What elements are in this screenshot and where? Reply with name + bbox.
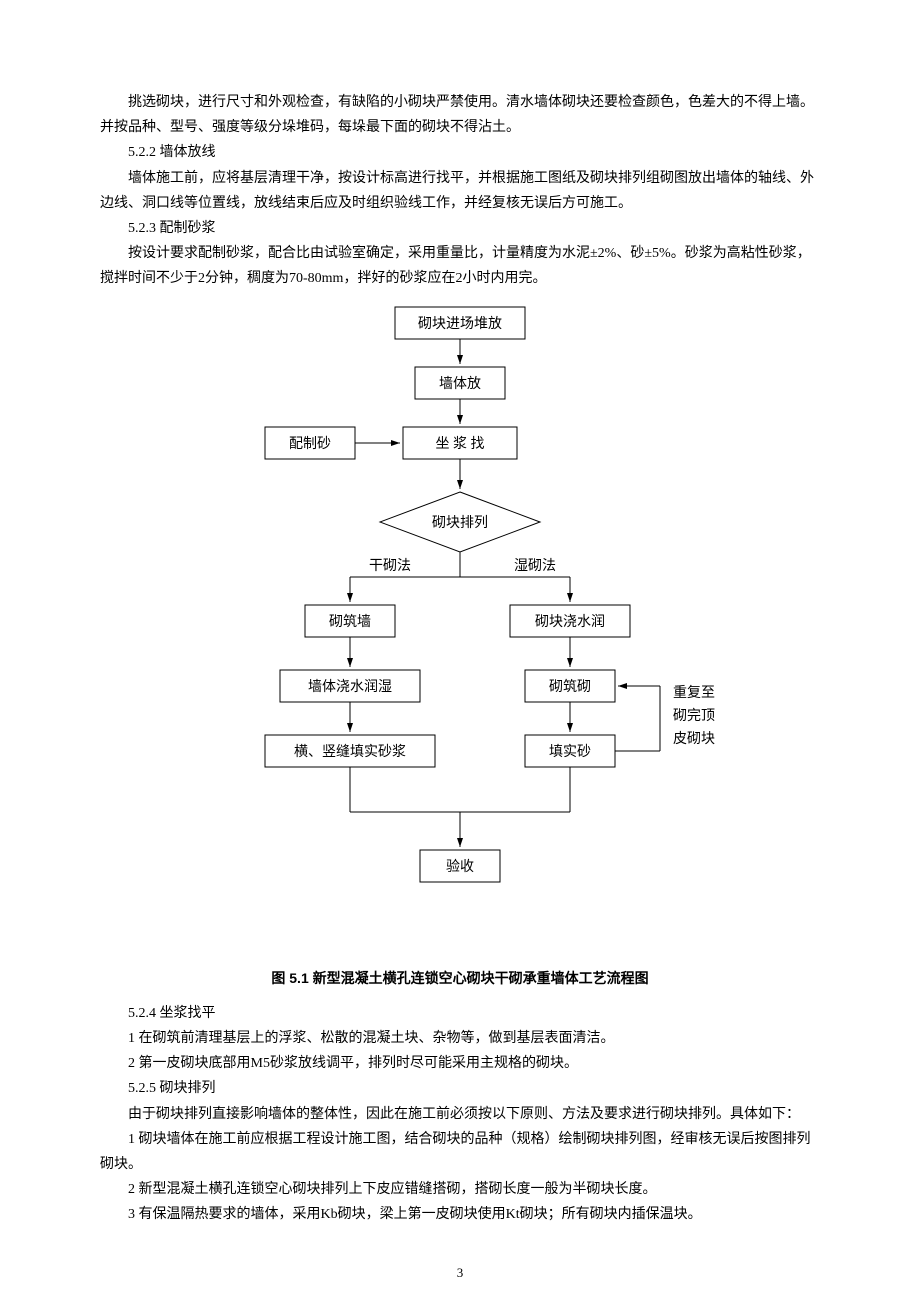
flow-node-label: 砌筑墙 <box>329 614 371 630</box>
heading-5-2-4: 5.2.4 坐浆找平 <box>100 1001 820 1026</box>
flowchart-figure-5-1: 砌块进场堆放 墙体放 配制砂 坐 浆 找 砌块排列 干砌法 湿砌法 <box>100 302 820 951</box>
flow-node-label: 砌筑砌 <box>549 679 591 695</box>
heading-5-2-3: 5.2.3 配制砂浆 <box>100 216 820 241</box>
flow-annotation: 皮砌块 <box>673 731 715 747</box>
flow-node-label: 横、竖缝填实砂浆 <box>294 744 406 760</box>
flow-node-label: 墙体放 <box>439 376 481 392</box>
flow-annotation: 重复至 <box>673 684 715 701</box>
list-item: 1 在砌筑前清理基层上的浮浆、松散的混凝土块、杂物等，做到基层表面清洁。 <box>100 1026 820 1051</box>
flow-branch-label-dry: 干砌法 <box>369 558 411 574</box>
flow-node-label: 墙体浇水润湿 <box>308 679 392 695</box>
list-item: 2 第一皮砌块底部用M5砂浆放线调平，排列时尽可能采用主规格的砌块。 <box>100 1051 820 1076</box>
flow-node-label: 砌块排列 <box>432 515 488 531</box>
flow-annotation: 砌完顶 <box>673 708 715 724</box>
document-page: 挑选砌块，进行尺寸和外观检查，有缺陷的小砌块严禁使用。清水墙体砌块还要检查颜色，… <box>0 0 920 1302</box>
paragraph: 挑选砌块，进行尺寸和外观检查，有缺陷的小砌块严禁使用。清水墙体砌块还要检查颜色，… <box>100 90 820 140</box>
flow-branch-label-wet: 湿砌法 <box>514 558 556 574</box>
paragraph: 墙体施工前，应将基层清理干净，按设计标高进行找平，并根据施工图纸及砌块排列组砌图… <box>100 166 820 216</box>
figure-caption: 图 5.1 新型混凝土横孔连锁空心砌块干砌承重墙体工艺流程图 <box>100 966 820 991</box>
paragraph: 由于砌块排列直接影响墙体的整体性，因此在施工前必须按以下原则、方法及要求进行砌块… <box>100 1102 820 1127</box>
flow-node-label: 砌块进场堆放 <box>418 316 502 332</box>
page-number: 3 <box>0 1261 920 1284</box>
flow-node-label: 配制砂 <box>289 436 331 452</box>
paragraph: 按设计要求配制砂浆，配合比由试验室确定，采用重量比，计量精度为水泥±2%、砂±5… <box>100 241 820 291</box>
list-item: 2 新型混凝土横孔连锁空心砌块排列上下皮应错缝搭砌，搭砌长度一般为半砌块长度。 <box>100 1177 820 1202</box>
flow-node-label: 砌块浇水润 <box>535 614 605 630</box>
list-item: 1 砌块墙体在施工前应根据工程设计施工图，结合砌块的品种（规格）绘制砌块排列图，… <box>100 1127 820 1177</box>
flow-node-label: 验收 <box>446 859 474 875</box>
heading-5-2-2: 5.2.2 墙体放线 <box>100 140 820 165</box>
list-item: 3 有保温隔热要求的墙体，采用Kb砌块，梁上第一皮砌块使用Kt砌块；所有砌块内插… <box>100 1202 820 1227</box>
heading-5-2-5: 5.2.5 砌块排列 <box>100 1076 820 1101</box>
flow-node-label: 填实砂 <box>549 744 591 760</box>
flow-node-label: 坐 浆 找 <box>436 436 485 452</box>
